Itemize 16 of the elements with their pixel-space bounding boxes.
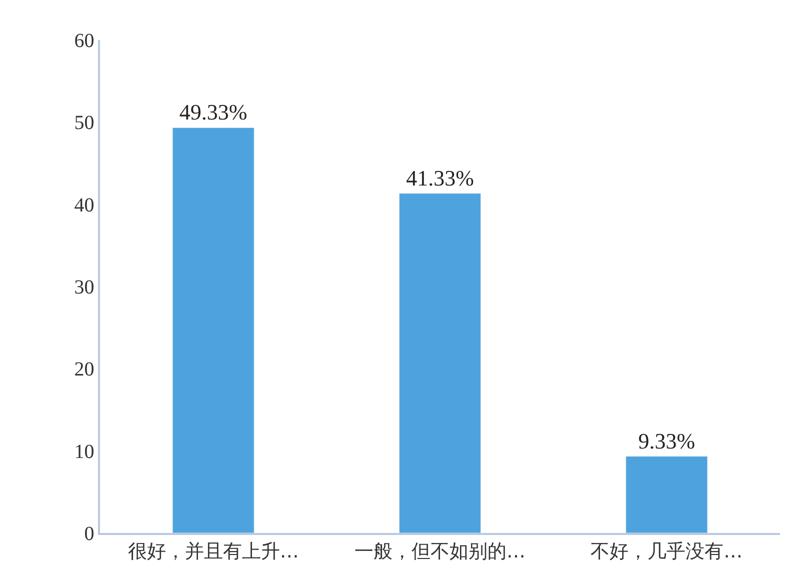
data-label: 49.33%	[179, 100, 248, 125]
y-tick-label: 10	[74, 440, 94, 463]
bar	[626, 456, 708, 533]
y-tick-label: 40	[74, 194, 94, 216]
y-tick-label: 20	[74, 358, 94, 381]
y-tick-label: 60	[74, 30, 94, 52]
data-label: 9.33%	[638, 428, 696, 454]
y-tick-label: 30	[74, 276, 94, 298]
data-label: 41.33%	[406, 165, 474, 190]
x-tick-label: 一般，但不如别的…	[354, 540, 526, 563]
y-tick-label: 50	[74, 112, 94, 134]
bar	[172, 127, 254, 533]
y-tick-label: 0	[84, 523, 94, 545]
x-tick-label: 不好，几乎没有…	[590, 540, 743, 563]
x-tick-label: 很好，并且有上升…	[128, 540, 299, 563]
bar	[398, 193, 482, 533]
